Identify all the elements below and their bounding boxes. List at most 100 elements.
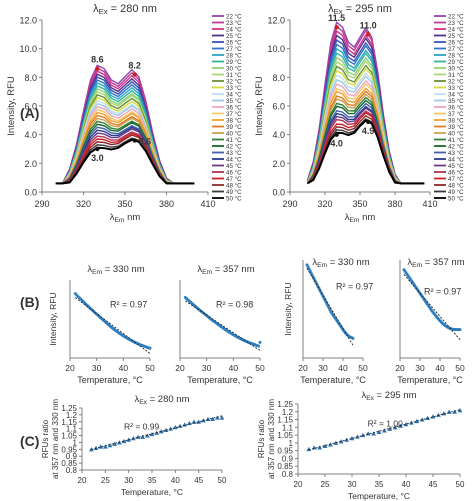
x-tick-label: 320 bbox=[317, 199, 332, 209]
y-tick-label: 1.25 bbox=[277, 400, 293, 409]
x-tick-label: 50 bbox=[255, 363, 265, 373]
legend-label: 47 °C bbox=[448, 176, 464, 183]
legend-label: 28 °C bbox=[226, 52, 242, 59]
r-squared-label: R² = 1.00 bbox=[368, 418, 403, 428]
chart-b1-intensity-330nm: 20 30 40 50 λEm = 330 nm R² = 0.97 Temperature… bbox=[48, 264, 155, 385]
legend-label: 49 °C bbox=[448, 189, 464, 196]
chart-title-rest: = 357 nm bbox=[212, 264, 255, 275]
legend-label: 46 °C bbox=[448, 169, 464, 176]
data-point bbox=[107, 443, 113, 448]
chart-title-symbol: λ bbox=[93, 3, 99, 15]
r-squared-label: R² = 0.97 bbox=[336, 281, 373, 291]
chart-a1-emission-280nm: 0.0 2.0 4.0 6.0 8.0 10.0 12.0 290 320 350 380 410 8.… bbox=[6, 3, 242, 224]
legend-label: 32 °C bbox=[448, 78, 464, 85]
legend-label: 29 °C bbox=[448, 59, 464, 66]
x-tick-label: 30 bbox=[92, 363, 102, 373]
legend-label: 40 °C bbox=[226, 130, 242, 137]
trend-line bbox=[308, 409, 461, 451]
chart-title: λEm = 357 nm bbox=[197, 264, 254, 276]
legend-label: 37 °C bbox=[448, 111, 464, 118]
legend-label: 44 °C bbox=[226, 156, 242, 163]
r-squared-label: R² = 0.97 bbox=[110, 299, 147, 309]
legend-label: 41 °C bbox=[448, 137, 464, 144]
y-axis-label: RFUs ratioat 357 nm and 330 nm bbox=[41, 399, 60, 479]
chart-title: λEm = 357 nm bbox=[407, 257, 464, 269]
chart-a2-emission-295nm: 0.0 2.0 4.0 6.0 8.0 10.0 12.0 290 320 350 380 410 11… bbox=[254, 3, 464, 224]
x-tick-label: 30 bbox=[318, 363, 328, 373]
peak-value-label: 3.6 bbox=[139, 136, 152, 146]
x-tick-label: 50 bbox=[218, 476, 227, 485]
legend-label: 40 °C bbox=[448, 130, 464, 137]
chart-title-symbol: λ bbox=[87, 264, 92, 275]
x-tick-label: 50 bbox=[145, 363, 155, 373]
y-tick-label: 10.0 bbox=[19, 44, 37, 54]
x-tick-label: 290 bbox=[34, 199, 49, 209]
chart-title-rest: = 280 nm bbox=[108, 3, 157, 15]
x-tick-label: 25 bbox=[101, 476, 110, 485]
data-point bbox=[436, 412, 441, 417]
y-tick-label: 1 bbox=[289, 439, 294, 448]
legend-label: 36 °C bbox=[448, 104, 464, 111]
legend-label: 26 °C bbox=[226, 39, 242, 46]
panel-label-b: (B) bbox=[20, 294, 39, 310]
y-axis-label: Intensity, RFU bbox=[254, 76, 265, 136]
y-axis-label-line2: at 357 nm and 330 nm bbox=[51, 399, 60, 479]
y-tick-label: 1.05 bbox=[277, 431, 293, 440]
y-tick-label: 6.0 bbox=[24, 102, 37, 112]
x-tick-label: 290 bbox=[282, 199, 297, 209]
legend-label: 34 °C bbox=[226, 91, 242, 98]
y-axis-label: Intensity, RFU bbox=[283, 282, 293, 335]
legend-label: 43 °C bbox=[226, 150, 242, 157]
chart-title-symbol: λ bbox=[312, 257, 317, 268]
y-tick-label: 1.15 bbox=[61, 418, 77, 427]
trend-line bbox=[75, 297, 151, 354]
x-tick-label: 350 bbox=[352, 199, 367, 209]
x-axis-label: λEm nm bbox=[110, 212, 141, 224]
legend-label: 34 °C bbox=[448, 91, 464, 98]
legend-label: 37 °C bbox=[226, 111, 242, 118]
panel-label-a: (A) bbox=[20, 105, 39, 121]
trend-line bbox=[91, 415, 223, 450]
legend-label: 35 °C bbox=[226, 98, 242, 105]
chart-title-subscript: Ex bbox=[99, 7, 108, 16]
chart-b3-intensity-330nm: 20 30 40 50 λEm = 330 nm R² = 0.97 Temperature… bbox=[283, 257, 373, 385]
legend-label: 42 °C bbox=[226, 143, 242, 150]
chart-title: λEx = 295 nm bbox=[361, 390, 416, 402]
data-point bbox=[333, 440, 339, 445]
x-tick-label: 25 bbox=[321, 480, 330, 489]
x-tick-label: 30 bbox=[348, 480, 357, 489]
x-axis-label: Temperature, °C bbox=[348, 491, 410, 501]
chart-title-rest: = 295 nm bbox=[343, 3, 392, 15]
chart-title-rest: = 330 nm bbox=[102, 264, 145, 275]
data-point bbox=[371, 431, 376, 436]
y-tick-label: 1.05 bbox=[61, 432, 77, 441]
peak-value-label: 3.0 bbox=[91, 153, 104, 163]
y-tick-label: 0.85 bbox=[61, 459, 77, 468]
legend-label: 48 °C bbox=[226, 182, 242, 189]
x-tick-label: 35 bbox=[148, 476, 157, 485]
trend-line bbox=[185, 300, 261, 351]
peak-marker bbox=[132, 72, 137, 77]
data-point bbox=[458, 328, 462, 332]
legend-label: 47 °C bbox=[226, 176, 242, 183]
legend-label: 36 °C bbox=[226, 104, 242, 111]
legend-label: 22 °C bbox=[226, 13, 242, 20]
y-tick-label: 0.95 bbox=[277, 447, 293, 456]
chart-title: λEx = 280 nm bbox=[134, 394, 189, 406]
legend-label: 50 °C bbox=[448, 195, 464, 202]
y-tick-label: 8.0 bbox=[24, 73, 37, 83]
peak-value-label: 4.0 bbox=[330, 139, 343, 149]
legend-label: 49 °C bbox=[226, 189, 242, 196]
trend-line bbox=[306, 268, 354, 346]
y-tick-label: 1.1 bbox=[66, 425, 78, 434]
y-tick-label: 1 bbox=[73, 438, 78, 447]
data-point bbox=[414, 418, 420, 424]
y-tick-label: 10.0 bbox=[267, 44, 285, 54]
data-point bbox=[210, 416, 216, 422]
data-point bbox=[140, 434, 146, 439]
peak-value-label: 8.2 bbox=[128, 60, 141, 70]
legend-label: 22 °C bbox=[448, 13, 464, 20]
x-tick-label: 40 bbox=[171, 476, 180, 485]
y-tick-label: 0.85 bbox=[277, 462, 293, 471]
